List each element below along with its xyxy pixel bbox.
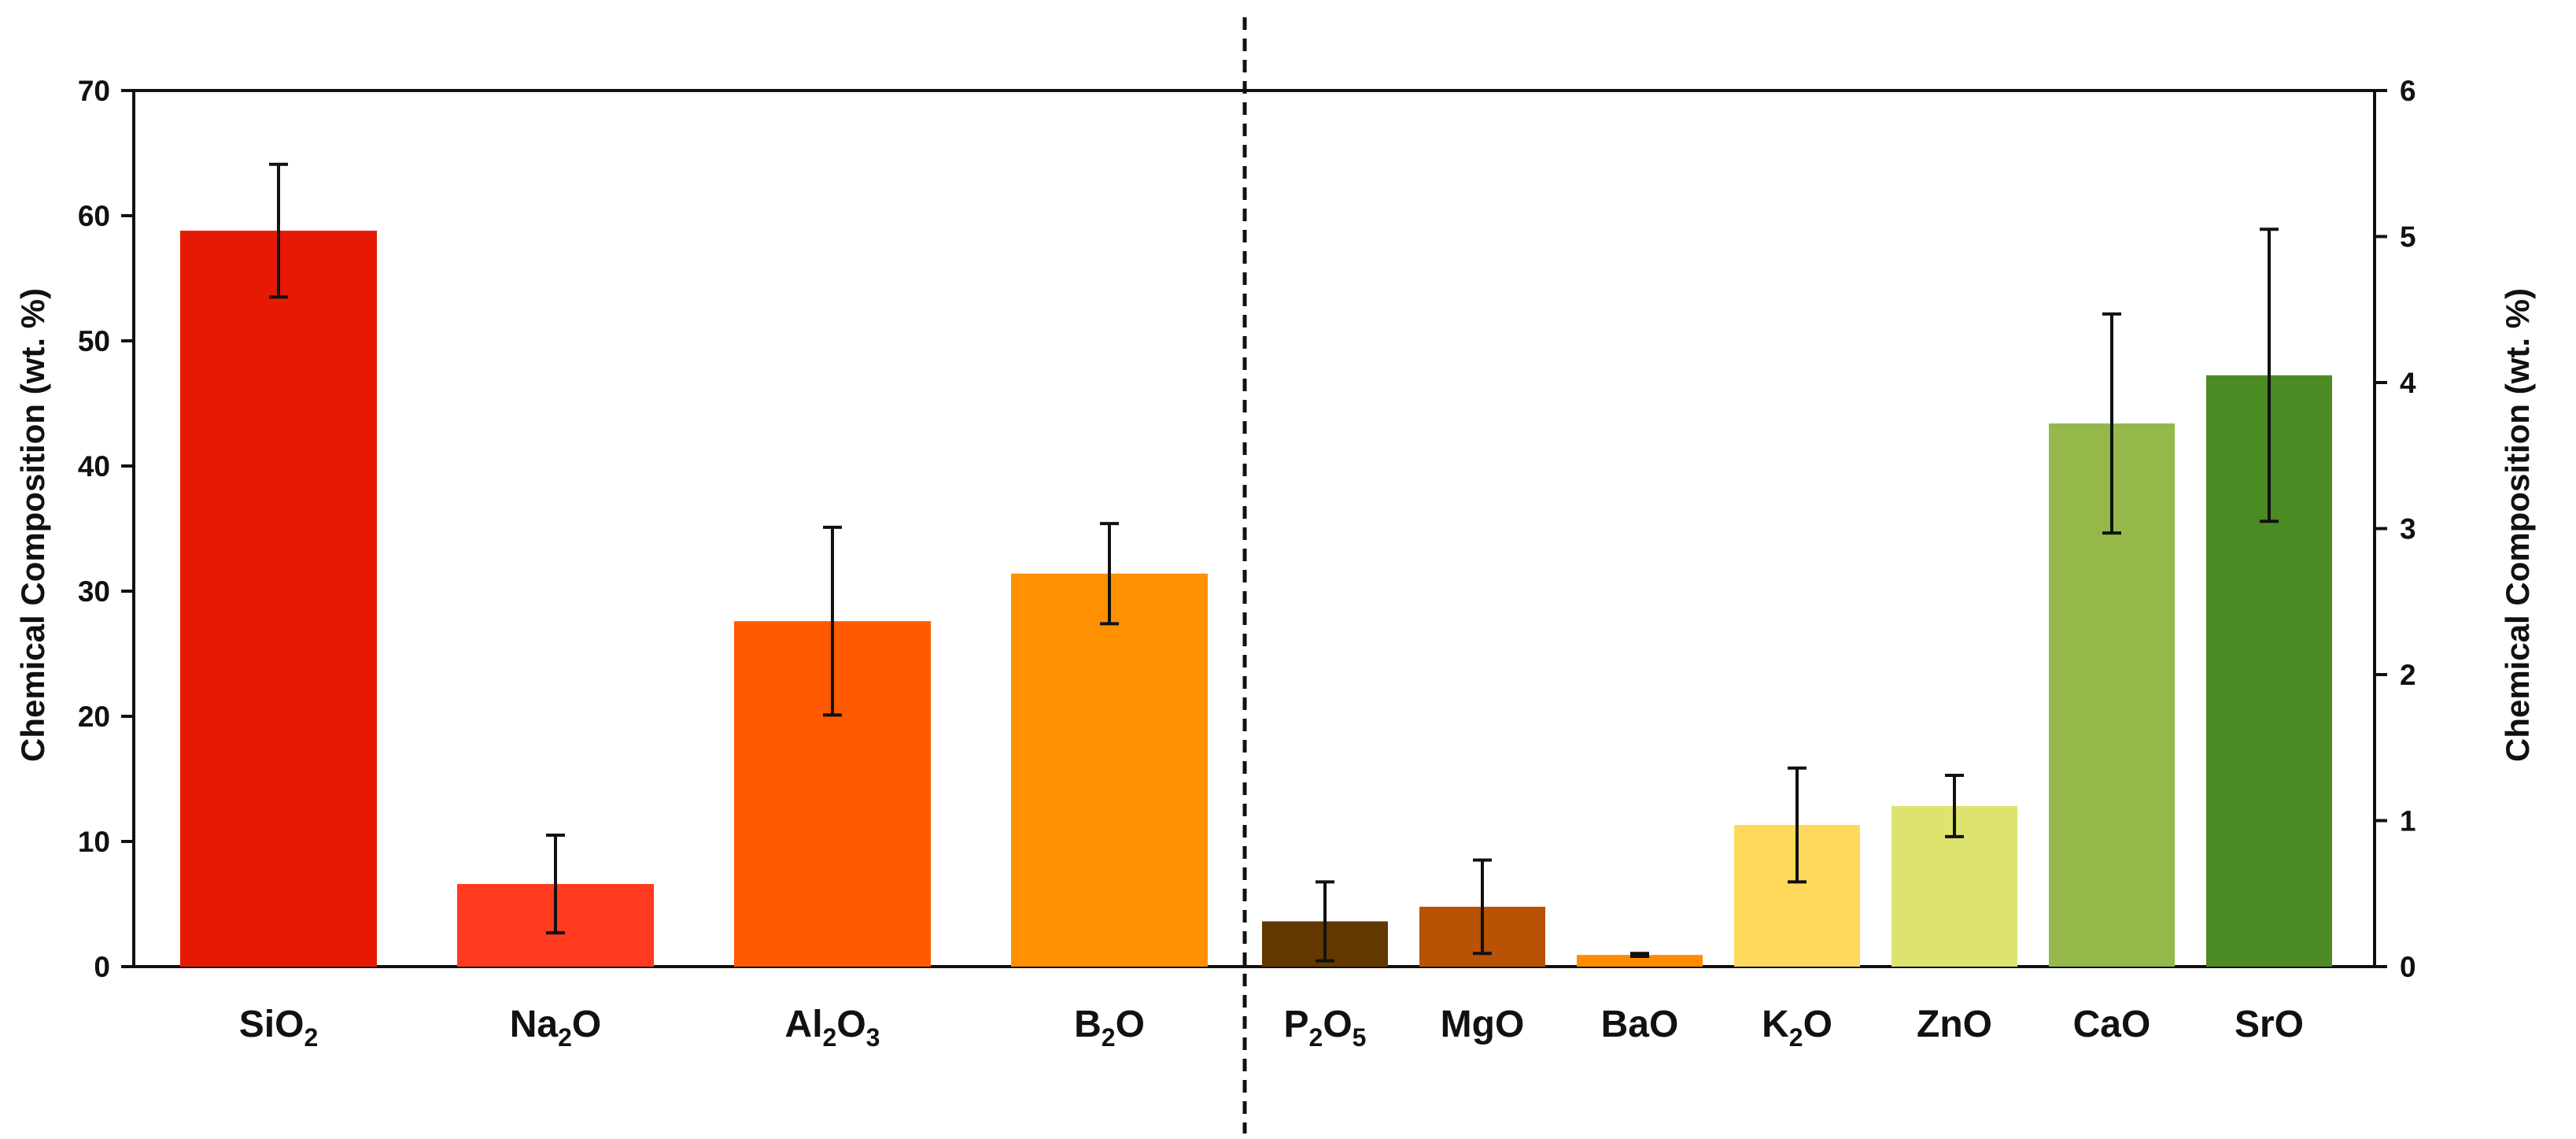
category-label-al2o3: Al2O3 [785, 1004, 880, 1052]
left-y-axis: 0 10 20 30 40 50 60 70 [78, 75, 134, 983]
left-y-tick-label: 40 [78, 450, 110, 483]
bar-bao [1577, 955, 1703, 967]
right-y-tick-label: 1 [2400, 805, 2416, 838]
category-label-p2o5: P2O5 [1284, 1004, 1367, 1052]
left-y-tick-label: 20 [78, 701, 110, 733]
left-y-tick-label: 30 [78, 575, 110, 608]
left-y-axis-title: Chemical Composition (wt. %) [14, 288, 51, 762]
right-y-tick-label: 3 [2400, 513, 2416, 545]
right-y-tick-label: 5 [2400, 221, 2416, 253]
right-y-tick-label: 6 [2400, 75, 2416, 107]
category-label-mgo: MgO [1441, 1004, 1525, 1045]
left-y-tick-label: 50 [78, 325, 110, 357]
bar-sio2 [180, 231, 377, 967]
left-y-tick-label: 60 [78, 200, 110, 232]
category-label-sio2: SiO2 [239, 1004, 318, 1052]
left-y-tick-label: 10 [78, 826, 110, 858]
right-y-tick-label: 0 [2400, 951, 2416, 983]
right-y-axis-title: Chemical Composition (wt. %) [2499, 288, 2536, 762]
category-label-b2o: B2O [1074, 1004, 1145, 1052]
right-y-tick-label: 2 [2400, 659, 2416, 691]
category-label-bao: BaO [1601, 1004, 1679, 1045]
left-y-tick-label: 0 [94, 951, 110, 983]
right-y-tick-label: 4 [2400, 367, 2416, 399]
right-y-axis: 0 1 2 3 4 5 6 [2375, 75, 2416, 983]
category-label-cao: CaO [2073, 1004, 2151, 1045]
category-labels-group: SiO2 Na2O Al2O3 B2O P2O5 MgO BaO K2O ZnO CaO SrO [239, 1004, 2304, 1052]
category-label-sro: SrO [2235, 1004, 2304, 1045]
error-bars-group [269, 162, 2279, 963]
bars-group [180, 231, 2332, 967]
bar-b2o [1011, 573, 1208, 967]
category-label-zno: ZnO [1917, 1004, 1992, 1045]
left-y-tick-label: 70 [78, 75, 110, 107]
category-label-k2o: K2O [1762, 1004, 1832, 1052]
category-label-na2o: Na2O [510, 1004, 602, 1052]
